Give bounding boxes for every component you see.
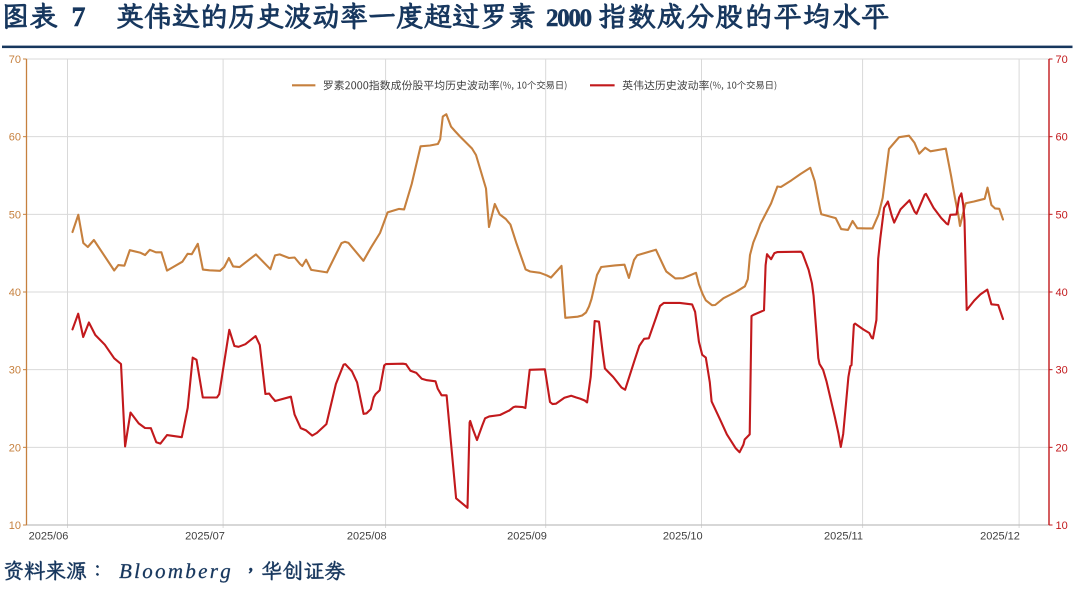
svg-text:40: 40	[9, 287, 21, 299]
svg-text:30: 30	[1056, 365, 1068, 377]
svg-text:2025/12: 2025/12	[980, 531, 1020, 543]
svg-text:70: 70	[1056, 54, 1068, 66]
svg-text:10: 10	[9, 520, 21, 532]
svg-text:2025/07: 2025/07	[185, 531, 225, 543]
svg-text:10: 10	[1056, 520, 1068, 532]
svg-text:50: 50	[9, 209, 21, 221]
svg-text:60: 60	[1056, 132, 1068, 144]
svg-text:50: 50	[1056, 209, 1068, 221]
svg-text:20: 20	[9, 442, 21, 454]
svg-text:20: 20	[1056, 442, 1068, 454]
svg-text:2025/08: 2025/08	[347, 531, 387, 543]
svg-text:70: 70	[9, 54, 21, 66]
svg-text:30: 30	[9, 365, 21, 377]
svg-text:40: 40	[1056, 287, 1068, 299]
svg-text:2025/09: 2025/09	[507, 531, 547, 543]
svg-text:60: 60	[9, 132, 21, 144]
svg-text:2025/06: 2025/06	[29, 531, 69, 543]
svg-text:2025/11: 2025/11	[824, 531, 863, 543]
svg-text:2025/10: 2025/10	[663, 531, 703, 543]
